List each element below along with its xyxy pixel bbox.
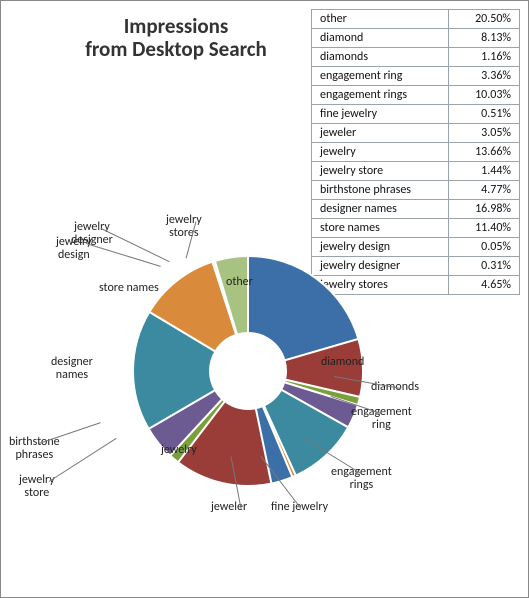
table-row: diamonds1.16%	[312, 48, 520, 67]
table-cell-pct: 16.98%	[449, 200, 520, 219]
title-line-2: from Desktop Search	[41, 38, 311, 61]
table-row: engagement rings10.03%	[312, 86, 520, 105]
slice-label: other	[226, 276, 253, 289]
table-row: diamond8.13%	[312, 29, 520, 48]
chart-title: Impressions from Desktop Search	[41, 15, 311, 61]
table-cell-label: fine jewelry	[312, 105, 449, 124]
slice-label: birthstone phrases	[9, 436, 60, 461]
table-cell-pct: 13.66%	[449, 143, 520, 162]
slice-label: engagement rings	[331, 466, 392, 491]
title-line-1: Impressions	[41, 15, 311, 38]
table-row: designer names16.98%	[312, 200, 520, 219]
table-row: other20.50%	[312, 10, 520, 29]
table-cell-label: jeweler	[312, 124, 449, 143]
table-row: jewelry store1.44%	[312, 162, 520, 181]
table-cell-label: engagement rings	[312, 86, 449, 105]
slice-label: engagement ring	[351, 406, 412, 431]
table-cell-label: jewelry	[312, 143, 449, 162]
slice-label: jeweler	[211, 501, 247, 514]
table-row: fine jewelry0.51%	[312, 105, 520, 124]
table-cell-label: engagement ring	[312, 67, 449, 86]
slice-label: jewelry store	[19, 474, 55, 499]
chart-frame: Impressions from Desktop Search other20.…	[0, 0, 529, 598]
table-row: jeweler3.05%	[312, 124, 520, 143]
table-cell-pct: 10.03%	[449, 86, 520, 105]
table-cell-pct: 0.51%	[449, 105, 520, 124]
table-cell-label: birthstone phrases	[312, 181, 449, 200]
table-cell-pct: 8.13%	[449, 29, 520, 48]
table-cell-label: jewelry store	[312, 162, 449, 181]
slice-label: jewelry	[161, 444, 197, 457]
table-cell-pct: 3.05%	[449, 124, 520, 143]
slice-label: jewelry stores	[166, 214, 202, 239]
table-row: engagement ring3.36%	[312, 67, 520, 86]
table-cell-label: designer names	[312, 200, 449, 219]
table-cell-label: diamonds	[312, 48, 449, 67]
table-cell-pct: 1.44%	[449, 162, 520, 181]
table-row: birthstone phrases4.77%	[312, 181, 520, 200]
table-cell-label: other	[312, 10, 449, 29]
table-cell-pct: 3.36%	[449, 67, 520, 86]
slice-label: jewelry designer	[71, 221, 113, 246]
table-cell-pct: 1.16%	[449, 48, 520, 67]
slice-label: store names	[99, 282, 159, 295]
table-cell-pct: 20.50%	[449, 10, 520, 29]
table-cell-pct: 4.77%	[449, 181, 520, 200]
slice-label: designer names	[51, 356, 93, 381]
slice-label: diamond	[321, 356, 364, 369]
table-cell-label: diamond	[312, 29, 449, 48]
leader-line	[86, 243, 161, 267]
pie-chart-area: otherdiamonddiamondsengagement ringengag…	[1, 226, 529, 586]
table-row: jewelry13.66%	[312, 143, 520, 162]
leader-line	[39, 422, 101, 444]
